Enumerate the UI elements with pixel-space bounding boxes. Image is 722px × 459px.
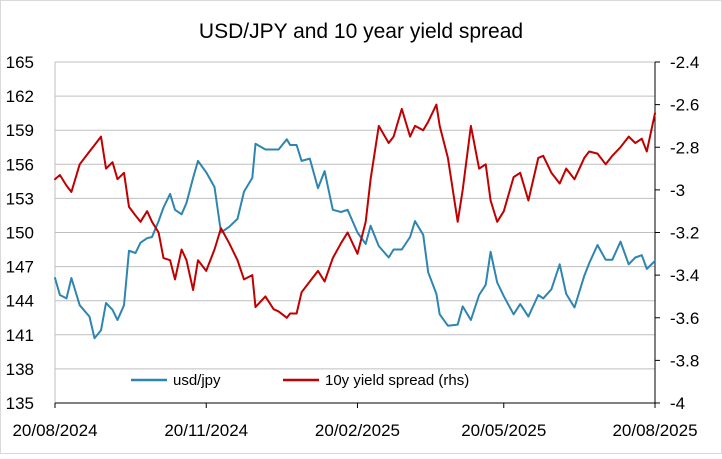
x-tick-label: 20/08/2024 (12, 421, 97, 440)
series-line-yield-spread (54, 103, 656, 319)
y-left-tick-label: 141 (6, 326, 34, 345)
series-line-usdjpy (54, 138, 656, 340)
y-right-tick-label: -3.4 (670, 266, 699, 285)
y-left-tick-label: 159 (6, 121, 34, 140)
y-right-tick-label: -2.4 (670, 53, 699, 72)
y-left-tick-label: 156 (6, 155, 34, 174)
axes: 135 138 141 144 147 150 153 156 159 162 165 -4 -3.8 -… (6, 53, 700, 440)
y-right-tick-label: -4 (670, 394, 685, 413)
legend: usd/jpy 10y yield spread (rhs) (131, 372, 469, 389)
legend-label: usd/jpy (173, 372, 221, 389)
y-right-tick-label: -2.6 (670, 96, 699, 115)
y-right-tick-label: -3.8 (670, 351, 699, 370)
chart-title: USD/JPY and 10 year yield spread (199, 20, 523, 43)
x-tick-label: 20/11/2024 (164, 421, 248, 440)
y-left-tick-label: 138 (6, 360, 34, 379)
y-right-tick-label: -3.6 (670, 309, 699, 328)
series-lines (54, 103, 656, 340)
y-left-tick-label: 135 (6, 394, 34, 413)
y-left-tick-label: 150 (6, 224, 34, 243)
y-left-tick-label: 162 (6, 87, 34, 106)
y-left-tick-label: 153 (6, 189, 34, 208)
y-left-tick-label: 144 (6, 292, 34, 311)
x-tick-label: 20/05/2025 (461, 421, 546, 440)
y-right-tick-label: -2.8 (670, 138, 699, 157)
y-right-tick-label: -3.2 (670, 224, 699, 243)
x-tick-label: 20/08/2025 (612, 421, 697, 440)
y-left-tick-label: 165 (6, 53, 34, 72)
x-tick-label: 20/02/2025 (315, 421, 400, 440)
y-left-tick-label: 147 (6, 258, 34, 277)
legend-label: 10y yield spread (rhs) (325, 372, 469, 389)
y-right-tick-label: -3 (670, 181, 685, 200)
